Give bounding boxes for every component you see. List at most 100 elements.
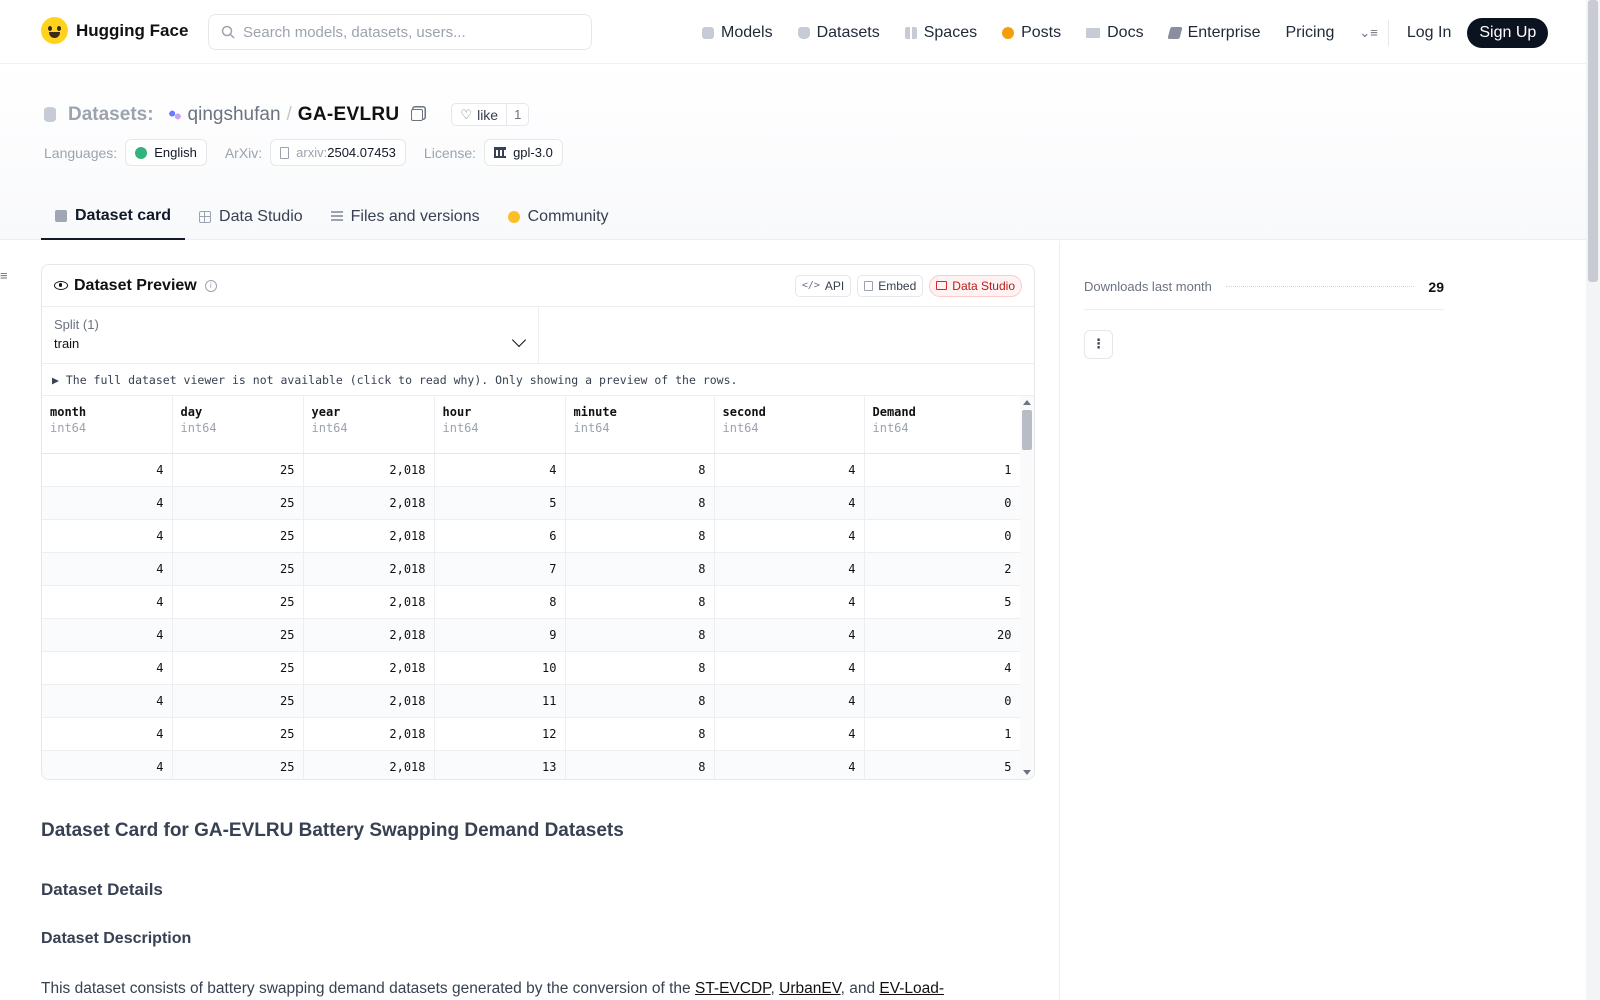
table-cell[interactable]: 8 — [565, 717, 715, 751]
table-cell[interactable]: 0 — [864, 684, 1021, 718]
table-cell[interactable]: 2,018 — [303, 585, 435, 619]
table-cell[interactable]: 25 — [172, 552, 304, 586]
viewer-unavailable-notice[interactable]: ▶ The full dataset viewer is not availab… — [42, 364, 1034, 396]
table-cell[interactable]: 4 — [864, 651, 1021, 685]
scroll-down-icon[interactable] — [1023, 770, 1031, 775]
table-cell[interactable]: 0 — [864, 519, 1021, 553]
nav-docs[interactable]: Docs — [1086, 24, 1144, 42]
table-cell[interactable]: 25 — [172, 750, 304, 779]
table-cell[interactable]: 4 — [434, 453, 566, 487]
table-cell[interactable]: 2,018 — [303, 717, 435, 751]
table-cell[interactable]: 8 — [565, 684, 715, 718]
table-cell[interactable]: 8 — [434, 585, 566, 619]
table-cell[interactable]: 4 — [42, 585, 173, 619]
table-cell[interactable]: 4 — [714, 750, 865, 779]
table-cell[interactable]: 8 — [565, 651, 715, 685]
table-cell[interactable]: 25 — [172, 519, 304, 553]
info-icon[interactable]: i — [204, 279, 217, 292]
tab-data-studio[interactable]: Data Studio — [185, 193, 317, 240]
copy-icon[interactable] — [411, 108, 424, 121]
table-cell[interactable]: 1 — [864, 717, 1021, 751]
nav-pricing[interactable]: Pricing — [1285, 24, 1334, 42]
table-cell[interactable]: 2,018 — [303, 750, 435, 779]
table-cell[interactable]: 0 — [864, 486, 1021, 520]
column-header-hour[interactable]: hour int64 — [434, 396, 566, 454]
column-header-day[interactable]: day int64 — [172, 396, 304, 454]
signup-button[interactable]: Sign Up — [1467, 18, 1549, 48]
table-cell[interactable]: 4 — [714, 684, 865, 718]
table-cell[interactable]: 20 — [864, 618, 1021, 652]
repo-kind[interactable]: Datasets: — [68, 103, 154, 125]
table-cell[interactable]: 5 — [864, 750, 1021, 779]
nav-models[interactable]: Models — [702, 24, 773, 42]
table-cell[interactable]: 4 — [714, 486, 865, 520]
table-cell[interactable]: 25 — [172, 684, 304, 718]
column-header-month[interactable]: month int64 — [42, 396, 173, 454]
table-cell[interactable]: 13 — [434, 750, 566, 779]
like-button[interactable]: ♡ like 1 — [451, 103, 530, 126]
table-cell[interactable]: 4 — [42, 750, 173, 779]
table-cell[interactable]: 8 — [565, 618, 715, 652]
column-header-minute[interactable]: minute int64 — [565, 396, 715, 454]
repo-name-link[interactable]: GA-EVLRU — [297, 103, 400, 125]
more-options-button[interactable]: ⋮ — [1084, 330, 1113, 359]
table-cell[interactable]: 4 — [42, 651, 173, 685]
table-cell[interactable]: 2,018 — [303, 519, 435, 553]
table-cell[interactable]: 2,018 — [303, 453, 435, 487]
scroll-up-icon[interactable] — [1023, 400, 1031, 405]
more-menu-icon[interactable]: ⌄≡ — [1359, 25, 1378, 40]
table-cell[interactable]: 2,018 — [303, 618, 435, 652]
embed-button[interactable]: Embed — [857, 274, 924, 297]
table-cell[interactable]: 8 — [565, 519, 715, 553]
table-scrollbar[interactable] — [1020, 396, 1034, 779]
data-studio-button[interactable]: Data Studio — [929, 274, 1022, 297]
tab-files-and-versions[interactable]: Files and versions — [317, 193, 494, 240]
table-cell[interactable]: 25 — [172, 717, 304, 751]
language-tag[interactable]: English — [125, 139, 207, 166]
table-cell[interactable]: 4 — [714, 717, 865, 751]
column-header-year[interactable]: year int64 — [303, 396, 435, 454]
table-cell[interactable]: 4 — [714, 519, 865, 553]
brand-link[interactable]: Hugging Face — [41, 17, 188, 44]
nav-datasets[interactable]: Datasets — [797, 24, 880, 42]
tab-community[interactable]: Community — [494, 193, 623, 240]
search-input[interactable] — [243, 23, 563, 41]
table-cell[interactable]: 5 — [864, 585, 1021, 619]
table-cell[interactable]: 4 — [714, 618, 865, 652]
table-cell[interactable]: 4 — [42, 453, 173, 487]
table-cell[interactable]: 4 — [42, 519, 173, 553]
api-button[interactable]: </> API — [794, 274, 852, 297]
toc-toggle-icon[interactable]: ≡ — [0, 268, 8, 283]
column-header-demand[interactable]: Demand int64 — [864, 396, 1021, 454]
arxiv-tag[interactable]: arxiv:2504.07453 — [270, 139, 406, 166]
table-cell[interactable]: 7 — [434, 552, 566, 586]
split-select[interactable]: Split (1) train — [42, 307, 539, 363]
page-scrollbar-thumb[interactable] — [1588, 0, 1598, 282]
page-scrollbar[interactable] — [1586, 0, 1600, 1000]
table-cell[interactable]: 8 — [565, 453, 715, 487]
table-cell[interactable]: 8 — [565, 486, 715, 520]
table-cell[interactable]: 10 — [434, 651, 566, 685]
table-cell[interactable]: 9 — [434, 618, 566, 652]
scrollbar-thumb[interactable] — [1022, 410, 1032, 450]
tab-dataset-card[interactable]: Dataset card — [41, 193, 186, 240]
login-link[interactable]: Log In — [1406, 24, 1452, 41]
nav-spaces[interactable]: Spaces — [904, 24, 977, 42]
table-cell[interactable]: 6 — [434, 519, 566, 553]
table-cell[interactable]: 25 — [172, 453, 304, 487]
table-cell[interactable]: 4 — [714, 651, 865, 685]
table-cell[interactable]: 25 — [172, 486, 304, 520]
table-cell[interactable]: 2,018 — [303, 552, 435, 586]
table-cell[interactable]: 1 — [864, 453, 1021, 487]
table-cell[interactable]: 4 — [714, 552, 865, 586]
table-cell[interactable]: 12 — [434, 717, 566, 751]
table-cell[interactable]: 4 — [714, 453, 865, 487]
nav-enterprise[interactable]: Enterprise — [1166, 24, 1260, 42]
table-cell[interactable]: 2 — [864, 552, 1021, 586]
table-cell[interactable]: 2,018 — [303, 684, 435, 718]
repo-org-link[interactable]: qingshufan — [187, 103, 281, 125]
table-cell[interactable]: 25 — [172, 585, 304, 619]
table-cell[interactable]: 4 — [714, 585, 865, 619]
search-box[interactable] — [208, 14, 592, 50]
table-cell[interactable]: 4 — [42, 552, 173, 586]
